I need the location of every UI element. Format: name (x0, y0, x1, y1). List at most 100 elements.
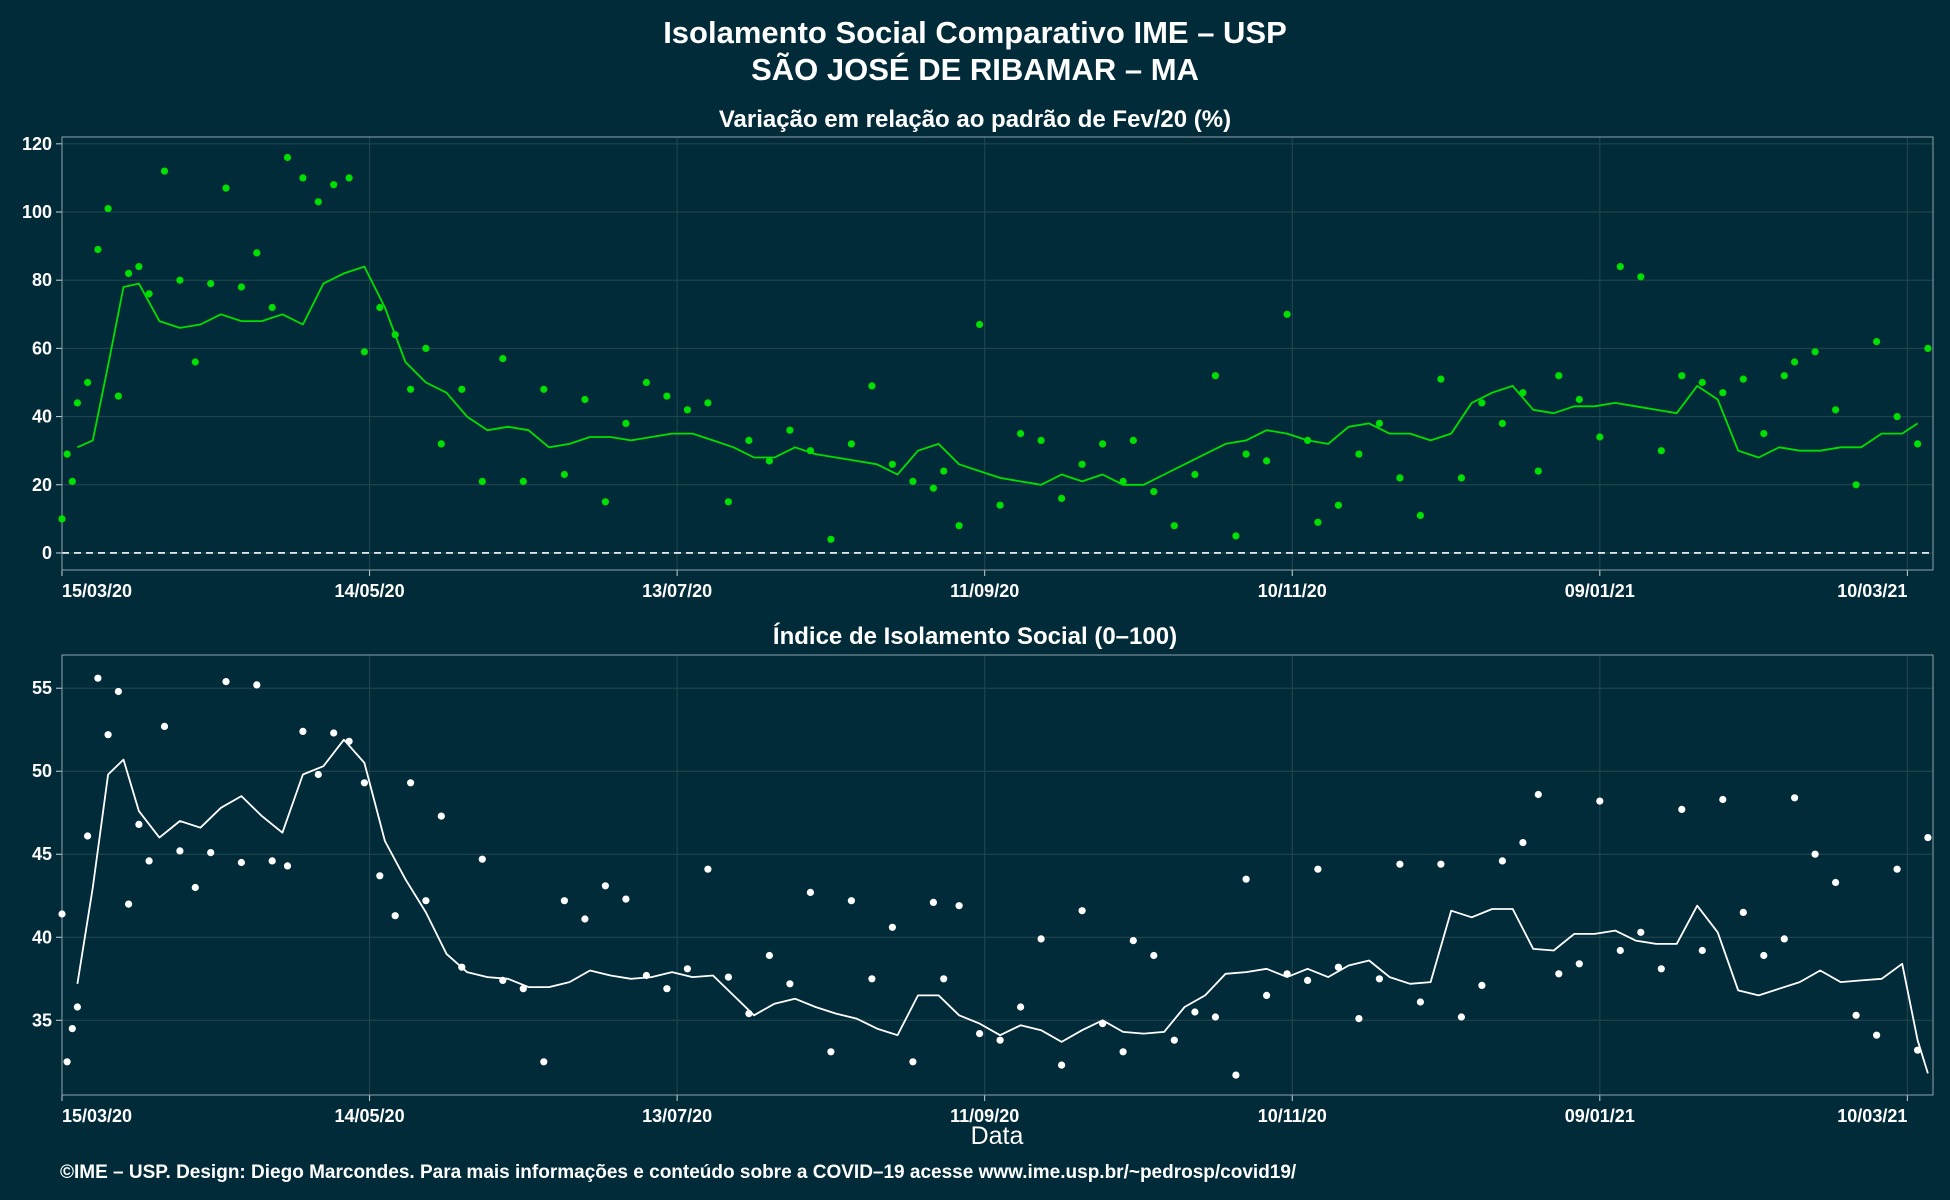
panel1-data-point (1314, 518, 1322, 526)
panel2-data-point (104, 731, 112, 739)
panel2-data-point (283, 862, 292, 870)
panel2-data-point (1616, 946, 1624, 955)
panel1-data-point (104, 205, 112, 213)
panel2-data-point (1396, 860, 1404, 868)
panel2-data-point (191, 883, 199, 892)
panel1-data-point (940, 467, 948, 475)
panel1-data-point (847, 440, 856, 448)
panel2-data-point (1780, 935, 1788, 943)
panel2-y-tick-label: 40 (32, 927, 52, 947)
panel2-x-tick-label: 11/09/20 (950, 1106, 1019, 1126)
panel2-x-tick-label: 10/11/20 (1258, 1106, 1327, 1126)
panel2-data-point (1170, 1036, 1178, 1044)
panel1-data-point (94, 245, 102, 254)
panel2-data-point (84, 832, 92, 840)
panel2-x-tick-label: 14/05/20 (335, 1106, 405, 1126)
panel2-data-point (955, 902, 963, 910)
panel1-y-tick-label: 100 (22, 202, 52, 222)
figure-subtitle: SÃO JOSÉ DE RIBAMAR – MA (751, 52, 1199, 87)
panel1-data-point (663, 392, 671, 400)
panel1-data-point (63, 450, 71, 458)
panel2-data-point (1924, 834, 1932, 842)
panel2-data-point (1498, 857, 1506, 865)
panel1-data-point (540, 385, 548, 393)
panel1-data-point (581, 395, 589, 404)
panel1-data-point (1150, 488, 1158, 496)
panel2-data-point (253, 681, 261, 689)
panel1-data-point (207, 280, 215, 288)
panel1-data-point (1914, 440, 1922, 448)
panel1-plot-frame (61, 136, 1934, 571)
panel1-plot-area (62, 137, 1933, 570)
panel1-data-point (437, 440, 445, 448)
panel2-data-point (145, 857, 153, 865)
panel2-data-point (1678, 805, 1686, 814)
panel2-data-point (940, 975, 948, 983)
panel2-data-point (540, 1058, 548, 1066)
panel1-data-point (786, 426, 794, 434)
panel1-data-point (499, 355, 507, 363)
panel1-title: Variação em relação ao padrão de Fev/20 … (719, 106, 1231, 133)
panel1-data-point (222, 184, 230, 192)
panel2-data-point (1129, 937, 1137, 945)
panel2-data-point (1637, 928, 1645, 936)
panel2-plot-area (62, 655, 1933, 1095)
panel1-moving-average-line (77, 265, 1919, 486)
panel2-data-point (114, 687, 122, 696)
panel1-data-point (1232, 532, 1240, 540)
panel2-data-point (94, 674, 102, 682)
panel1-data-point (125, 269, 133, 277)
panel1-data-point (1893, 413, 1901, 421)
panel1-data-point (73, 399, 81, 407)
panel2-data-point (1791, 794, 1799, 802)
panel1-data-point (888, 460, 897, 468)
panel1-data-point (1780, 372, 1788, 380)
panel2-data-point (1191, 1008, 1199, 1016)
panel2-y-tick-label: 45 (32, 844, 52, 864)
panel2-data-point (581, 915, 589, 923)
panel1-data-point (1616, 263, 1624, 271)
panel2-data-point (1334, 963, 1342, 971)
panel1-data-point (1129, 436, 1137, 444)
panel2-data-point (360, 779, 368, 787)
panel2-data-point (160, 722, 169, 731)
panel1-y-tick-label: 40 (32, 407, 52, 427)
panel2-data-point (827, 1048, 835, 1056)
panel1-data-point (191, 358, 199, 366)
panel2-data-point (847, 897, 856, 905)
panel1-data-point (1873, 338, 1881, 346)
panel1-data-point (176, 276, 184, 284)
panel2-data-point (1119, 1048, 1127, 1056)
panel1-x-tick-label: 09/01/21 (1565, 581, 1635, 601)
panel1-data-point (1334, 501, 1342, 509)
panel1-y-tick-label: 60 (32, 338, 52, 358)
panel2-data-point (1519, 839, 1527, 847)
panel1-x-tick-label: 11/09/20 (950, 581, 1019, 601)
panel2-data-point (888, 923, 897, 931)
panel1-x-tick-label: 13/07/20 (642, 581, 712, 601)
panel1-data-point (622, 419, 630, 427)
panel2-data-point (1760, 951, 1768, 960)
panel1-data-point (1478, 399, 1486, 407)
panel2-data-point (1211, 1013, 1219, 1021)
panel2-y-tick-label: 50 (32, 761, 52, 781)
panel2-data-point (1017, 1003, 1025, 1011)
panel1-data-point (1698, 378, 1706, 387)
panel2-data-point (1232, 1071, 1240, 1079)
panel2-data-point (929, 898, 938, 907)
panel1-y-tick-label: 120 (22, 134, 52, 154)
panel1-variation-chart: 15/03/20 14/05/20 13/07/20 11/09/20 10/11/20… (22, 134, 1934, 601)
panel1-data-point (955, 522, 963, 530)
panel1-x-tick-label: 14/05/20 (335, 581, 405, 601)
panel1-data-point (909, 477, 917, 485)
panel2-data-point (1478, 981, 1486, 990)
panel1-data-point (84, 378, 92, 387)
panel2-title: Índice de Isolamento Social (0–100) (773, 622, 1177, 650)
panel2-data-point (519, 985, 527, 993)
panel2-isolation-index-chart: 15/03/20 14/05/20 13/07/20 11/09/20 10/11/20… (32, 654, 1934, 1126)
panel1-data-point (1678, 372, 1686, 380)
panel2-data-point (1304, 976, 1312, 985)
panel2-data-point (422, 897, 430, 905)
